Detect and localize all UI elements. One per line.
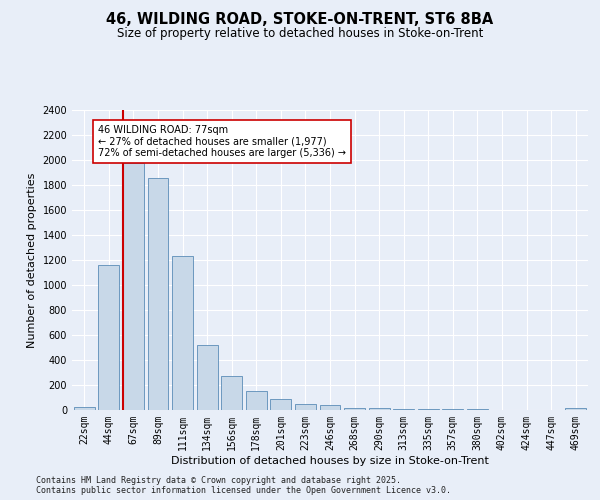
Bar <box>344 408 365 410</box>
Bar <box>197 345 218 410</box>
Bar <box>172 256 193 410</box>
X-axis label: Distribution of detached houses by size in Stoke-on-Trent: Distribution of detached houses by size … <box>171 456 489 466</box>
Bar <box>271 399 292 410</box>
Bar <box>295 404 316 410</box>
Bar <box>74 407 95 410</box>
Bar <box>565 408 586 410</box>
Bar <box>320 405 340 410</box>
Bar <box>148 178 169 410</box>
Bar <box>246 390 267 410</box>
Text: 46 WILDING ROAD: 77sqm
← 27% of detached houses are smaller (1,977)
72% of semi-: 46 WILDING ROAD: 77sqm ← 27% of detached… <box>98 125 346 158</box>
Bar <box>123 163 144 410</box>
Text: Contains HM Land Registry data © Crown copyright and database right 2025.
Contai: Contains HM Land Registry data © Crown c… <box>36 476 451 495</box>
Text: Size of property relative to detached houses in Stoke-on-Trent: Size of property relative to detached ho… <box>117 28 483 40</box>
Text: 46, WILDING ROAD, STOKE-ON-TRENT, ST6 8BA: 46, WILDING ROAD, STOKE-ON-TRENT, ST6 8B… <box>106 12 494 28</box>
Bar <box>98 265 119 410</box>
Bar <box>368 408 389 410</box>
Bar <box>221 376 242 410</box>
Y-axis label: Number of detached properties: Number of detached properties <box>27 172 37 348</box>
